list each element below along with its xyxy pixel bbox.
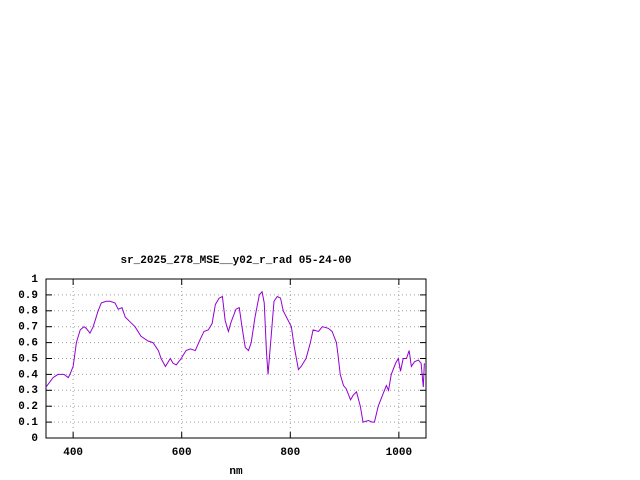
y-tick-label: 0.1 xyxy=(18,417,38,429)
y-tick-label: 0.4 xyxy=(18,369,38,381)
x-tick-label: 1000 xyxy=(386,447,412,459)
chart-title: sr_2025_278_MSE__y02_r_rad 05-24-00 xyxy=(120,255,351,267)
x-tick-label: 600 xyxy=(172,447,192,459)
y-tick-label: 0.3 xyxy=(18,385,38,397)
y-tick-label: 0.6 xyxy=(18,338,38,350)
y-tick-label: 0.8 xyxy=(18,306,38,318)
x-axis-label: nm xyxy=(229,466,243,478)
data-line xyxy=(45,290,425,423)
y-tick-label: 1 xyxy=(31,274,38,286)
x-tick-label: 800 xyxy=(280,447,300,459)
y-tick-label: 0.7 xyxy=(18,322,38,334)
y-tick-label: 0.5 xyxy=(18,353,38,365)
x-tick-label: 400 xyxy=(63,447,83,459)
y-tick-label: 0.2 xyxy=(18,401,38,413)
y-tick-label: 0.9 xyxy=(18,290,38,302)
plot-border xyxy=(45,278,427,439)
y-tick-label: 0 xyxy=(31,433,38,445)
